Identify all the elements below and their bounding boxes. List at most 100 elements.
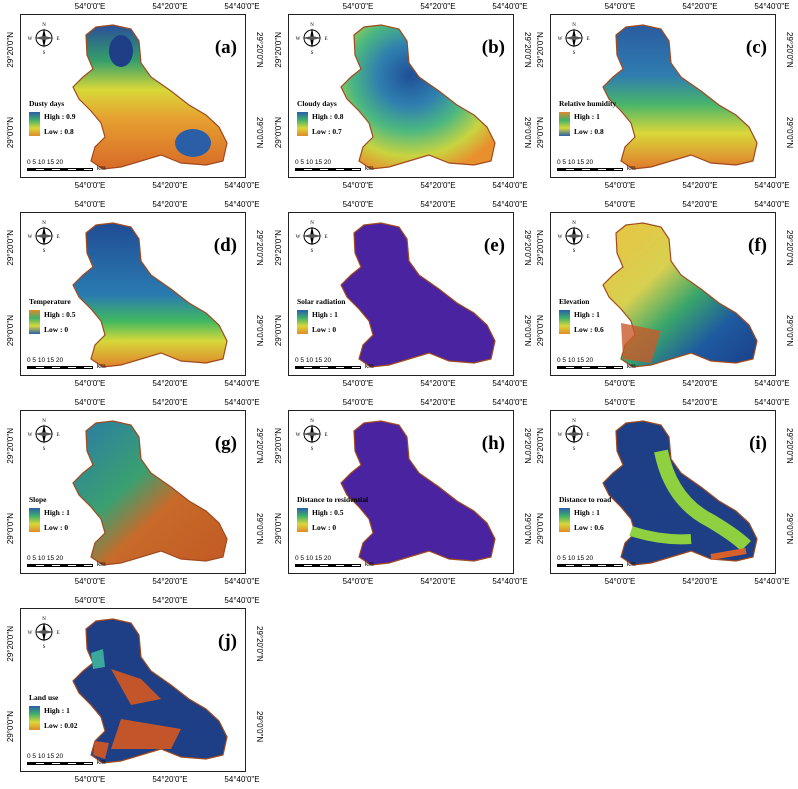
scale-numbers: 0 5 10 15 20 <box>295 159 332 166</box>
compass-s-label: S <box>43 447 46 451</box>
study-area-polygon <box>602 24 758 170</box>
latitude-tick-right: 29°0'0"N <box>523 513 532 545</box>
panel-label: (c) <box>745 37 767 58</box>
map-frame: (f) N S E W Elevation High : 1 Low : 0.6 0 5 10 … <box>550 212 776 376</box>
scale-bar: 0 5 10 15 20 km <box>295 357 375 371</box>
road-buffer-band <box>654 449 751 552</box>
longitude-tick-top: 54°20'0"E <box>682 200 718 209</box>
legend-low-value: Low : 0.7 <box>312 127 342 136</box>
longitude-tick-bottom: 54°0'0"E <box>604 577 636 586</box>
panel-label: (d) <box>213 235 237 256</box>
scale-unit: km <box>97 561 106 568</box>
compass-n-label: N <box>572 419 576 424</box>
longitude-tick-bottom: 54°0'0"E <box>342 181 374 190</box>
map-panel-g: 54°0'0"E 54°20'0"E 54°40'0"E 29°20'0"N 29°20… <box>6 398 264 586</box>
longitude-tick-bottom: 54°40'0"E <box>492 379 528 388</box>
latitude-tick-right: 29°0'0"N <box>785 315 794 347</box>
compass-w-label: W <box>558 235 563 240</box>
latitude-tick-left: 29°0'0"N <box>6 513 15 545</box>
study-area-map <box>72 24 228 170</box>
panel-label: (j) <box>218 631 237 652</box>
latitude-tick-right: 29°20'0"N <box>523 428 532 464</box>
road-buffer-band <box>629 526 692 545</box>
compass-s-label: S <box>573 249 576 253</box>
longitude-tick-bottom: 54°40'0"E <box>224 181 260 190</box>
longitude-tick-top: 54°20'0"E <box>420 398 456 407</box>
compass-rose-icon: N S E W <box>28 23 60 55</box>
longitude-tick-top: 54°40'0"E <box>224 398 260 407</box>
scale-ruler <box>295 366 361 369</box>
longitude-tick-top: 54°40'0"E <box>754 2 790 11</box>
longitude-tick-bottom: 54°20'0"E <box>682 577 718 586</box>
legend-high-value: High : 0.8 <box>312 112 344 121</box>
compass-w-label: W <box>28 433 33 438</box>
study-area-map <box>602 24 758 170</box>
longitude-tick-bottom: 54°40'0"E <box>224 577 260 586</box>
study-area-map <box>602 222 758 368</box>
map-frame: (g) N S E W Slope High : 1 Low : 0 0 5 10 15 20 k… <box>20 410 246 574</box>
latitude-tick-left: 29°20'0"N <box>536 428 545 464</box>
land-use-patch <box>111 669 161 705</box>
scale-unit: km <box>627 561 636 568</box>
legend-color-ramp <box>297 310 308 334</box>
scale-bar: 0 5 10 15 20 km <box>557 555 637 569</box>
longitude-tick-bottom: 54°20'0"E <box>682 181 718 190</box>
compass-n-label: N <box>42 221 46 226</box>
scale-ruler <box>27 366 93 369</box>
compass-w-label: W <box>28 37 33 42</box>
scale-unit: km <box>365 165 374 172</box>
scale-numbers: 0 5 10 15 20 <box>27 753 64 760</box>
study-area-map <box>72 618 228 764</box>
legend-title: Solar radiation <box>297 297 346 306</box>
scale-bar: 0 5 10 15 20 km <box>27 555 107 569</box>
longitude-tick-top: 54°40'0"E <box>224 596 260 605</box>
longitude-tick-bottom: 54°40'0"E <box>224 379 260 388</box>
longitude-tick-bottom: 54°20'0"E <box>682 379 718 388</box>
latitude-tick-left: 29°20'0"N <box>536 230 545 266</box>
latitude-tick-left: 29°0'0"N <box>274 513 283 545</box>
scale-numbers: 0 5 10 15 20 <box>27 555 64 562</box>
latitude-tick-left: 29°20'0"N <box>274 428 283 464</box>
map-panel-j: 54°0'0"E 54°20'0"E 54°40'0"E 29°20'0"N 29°20… <box>6 596 264 784</box>
longitude-tick-top: 54°20'0"E <box>152 596 188 605</box>
map-panel-e: 54°0'0"E 54°20'0"E 54°40'0"E 29°20'0"N 29°20… <box>274 200 532 388</box>
longitude-tick-top: 54°0'0"E <box>342 200 374 209</box>
compass-n-label: N <box>42 419 46 424</box>
legend-low-value: Low : 0.8 <box>574 127 604 136</box>
longitude-tick-top: 54°20'0"E <box>152 200 188 209</box>
longitude-tick-bottom: 54°40'0"E <box>224 775 260 784</box>
map-frame: (a) N S E W Dusty days High : 0.9 Low : 0.8 0 5 … <box>20 14 246 178</box>
compass-rose-icon: N S E W <box>296 221 328 253</box>
latitude-tick-right: 29°0'0"N <box>523 315 532 347</box>
longitude-tick-bottom: 54°40'0"E <box>492 181 528 190</box>
legend-low-value: Low : 0.6 <box>574 325 604 334</box>
scale-ruler <box>557 168 623 171</box>
legend-color-ramp <box>559 508 570 532</box>
land-use-patch <box>111 719 181 749</box>
legend-high-value: High : 1 <box>312 310 338 319</box>
longitude-tick-bottom: 54°20'0"E <box>420 577 456 586</box>
scale-bar: 0 5 10 15 20 km <box>295 159 375 173</box>
longitude-tick-bottom: 54°20'0"E <box>152 577 188 586</box>
longitude-tick-bottom: 54°40'0"E <box>754 181 790 190</box>
compass-s-label: S <box>43 51 46 55</box>
panel-label: (f) <box>748 235 767 256</box>
latitude-tick-right: 29°20'0"N <box>255 626 264 662</box>
legend: Distance to road High : 1 Low : 0.6 <box>559 495 611 532</box>
latitude-tick-right: 29°20'0"N <box>255 428 264 464</box>
study-area-polygon <box>340 420 496 566</box>
map-panel-a: 54°0'0"E 54°20'0"E 54°40'0"E 29°20'0"N 29°20… <box>6 2 264 190</box>
longitude-tick-bottom: 54°0'0"E <box>74 181 106 190</box>
legend-title: Distance to road <box>559 495 612 504</box>
latitude-tick-left: 29°0'0"N <box>536 117 545 149</box>
longitude-tick-bottom: 54°0'0"E <box>342 577 374 586</box>
scale-numbers: 0 5 10 15 20 <box>27 357 64 364</box>
legend: Relative humidity High : 1 Low : 0.8 <box>559 99 616 136</box>
scale-numbers: 0 5 10 15 20 <box>295 555 332 562</box>
legend-title: Temperature <box>29 297 71 306</box>
compass-rose-icon: N S E W <box>296 23 328 55</box>
compass-s-label: S <box>311 447 314 451</box>
compass-w-label: W <box>28 631 33 636</box>
map-frame: (e) N S E W Solar radiation High : 1 Low : 0 0 5… <box>288 212 514 376</box>
scale-ruler <box>295 564 361 567</box>
